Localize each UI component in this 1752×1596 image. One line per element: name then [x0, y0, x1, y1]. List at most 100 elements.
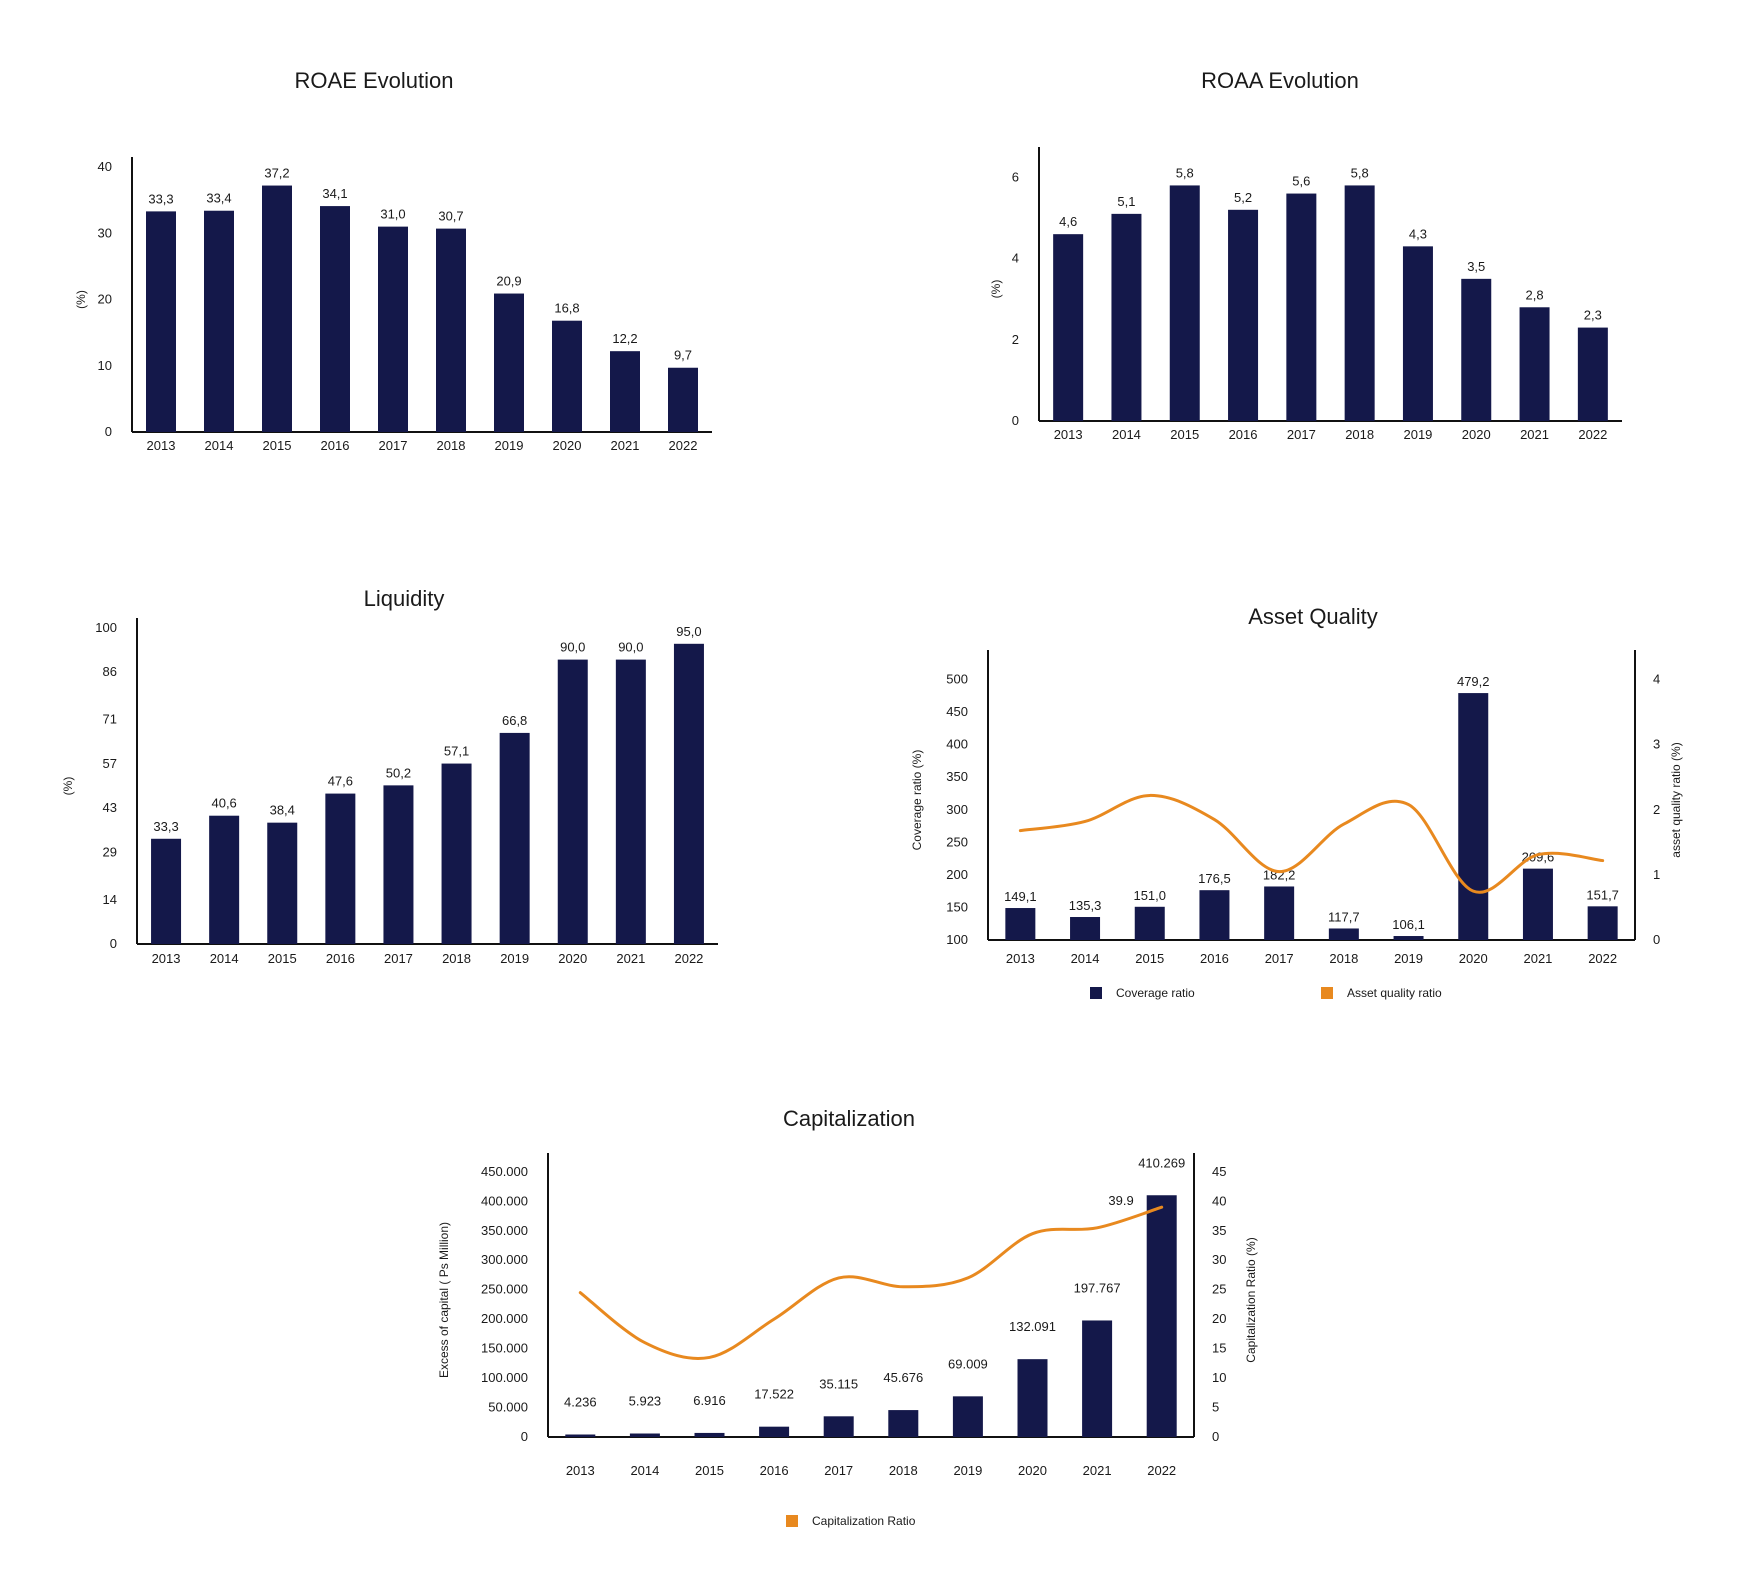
- asset-quality-data-label: 479,2: [1457, 674, 1490, 689]
- roae-ytick-label: 10: [98, 358, 112, 373]
- asset-quality-bar: [1134, 906, 1165, 940]
- liquidity-data-label: 47,6: [328, 774, 353, 789]
- asset-quality-ytick-label: 500: [946, 672, 968, 687]
- capitalization-title: Capitalization: [783, 1106, 915, 1131]
- asset-quality-bar: [1458, 693, 1489, 940]
- roaa-xtick-label: 2022: [1578, 427, 1607, 442]
- capitalization-data-label: 132.091: [1009, 1319, 1056, 1334]
- capitalization-bar: [694, 1432, 725, 1437]
- roaa-ytick-label: 6: [1012, 169, 1019, 184]
- capitalization-data-label: 69.009: [948, 1356, 988, 1371]
- roaa-bar: [1053, 234, 1084, 421]
- asset-quality-line-series: [1018, 793, 1605, 894]
- liquidity-bar: [209, 815, 240, 944]
- liquidity-xtick-label: 2022: [674, 951, 703, 966]
- liquidity-bar: [441, 763, 472, 944]
- roaa-xtick-label: 2015: [1170, 427, 1199, 442]
- roaa-bar: [1169, 185, 1200, 421]
- capitalization-xtick-label: 2022: [1147, 1463, 1176, 1478]
- liquidity-bar: [325, 793, 356, 944]
- roae-xtick-label: 2018: [437, 438, 466, 453]
- roae-xtick-label: 2019: [495, 438, 524, 453]
- asset-quality-bar: [1199, 890, 1230, 940]
- roaa-xtick-label: 2016: [1229, 427, 1258, 442]
- asset-quality-data-label: 151,7: [1586, 887, 1619, 902]
- liquidity-bar: [615, 659, 646, 944]
- asset-quality-chart: Asset Quality 100 150 200 250 300 350 400 450 500…: [910, 604, 1683, 1000]
- roae-bar: [552, 320, 582, 432]
- capitalization-bar: [888, 1410, 919, 1437]
- liquidity-data-label: 40,6: [211, 796, 236, 811]
- roaa-bar: [1461, 278, 1492, 421]
- asset-quality-y2tick-label: 4: [1653, 672, 1660, 687]
- roae-bar: [494, 293, 524, 432]
- asset-quality-bar: [1522, 868, 1553, 940]
- roae-data-label: 31,0: [380, 207, 405, 222]
- roae-data-label: 12,2: [612, 331, 637, 346]
- roae-bar: [320, 206, 350, 432]
- asset-quality-legend-label: Coverage ratio: [1116, 986, 1195, 1000]
- liquidity-xtick-label: 2021: [616, 951, 645, 966]
- asset-quality-data-label: 149,1: [1004, 889, 1037, 904]
- capitalization-y2tick-label: 35: [1212, 1223, 1226, 1238]
- roae-data-label: 30,7: [438, 209, 463, 224]
- asset-quality-bar: [1393, 936, 1424, 940]
- roae-data-label: 16,8: [554, 301, 579, 316]
- roaa-data-label: 2,3: [1584, 308, 1602, 323]
- capitalization-data-label: 197.767: [1074, 1280, 1121, 1295]
- capitalization-bar: [1017, 1359, 1048, 1437]
- roaa-bar: [1286, 193, 1317, 421]
- capitalization-xtick-label: 2015: [695, 1463, 724, 1478]
- capitalization-legend-label: Capitalization Ratio: [812, 1514, 916, 1528]
- asset-quality-bar: [1264, 886, 1295, 940]
- asset-quality-data-label: 151,0: [1133, 888, 1166, 903]
- capitalization-bar: [1082, 1320, 1113, 1437]
- capitalization-ytick-label: 150.000: [481, 1341, 528, 1356]
- asset-quality-ytick-label: 300: [946, 802, 968, 817]
- asset-quality-y2label: asset quality ratio (%): [1669, 742, 1683, 857]
- capitalization-y2label: Capitalization Ratio (%): [1244, 1237, 1258, 1362]
- roaa-chart: ROAA Evolution 0 2 4 6 (%) 2013 2014 2015 2016 201…: [989, 68, 1622, 442]
- asset-quality-y2tick-label: 1: [1653, 867, 1660, 882]
- capitalization-y2tick-label: 15: [1212, 1341, 1226, 1356]
- roaa-data-label: 5,8: [1176, 165, 1194, 180]
- capitalization-data-label: 4.236: [564, 1395, 597, 1410]
- roae-xtick-label: 2017: [379, 438, 408, 453]
- capitalization-bar: [952, 1396, 983, 1437]
- capitalization-ytick-label: 350.000: [481, 1223, 528, 1238]
- asset-quality-y2tick-label: 0: [1653, 932, 1660, 947]
- liquidity-xtick-label: 2016: [326, 951, 355, 966]
- asset-quality-ytick-label: 400: [946, 737, 968, 752]
- capitalization-y2tick-label: 10: [1212, 1370, 1226, 1385]
- capitalization-data-label: 5.923: [629, 1394, 662, 1409]
- roae-ytick-label: 40: [98, 159, 112, 174]
- asset-quality-legend-swatch: [1321, 987, 1333, 999]
- capitalization-data-label: 35.115: [819, 1376, 858, 1391]
- capitalization-xtick-label: 2014: [630, 1463, 659, 1478]
- asset-quality-xtick-label: 2019: [1394, 951, 1423, 966]
- asset-quality-xtick-label: 2018: [1329, 951, 1358, 966]
- asset-quality-bar: [1328, 928, 1359, 940]
- roaa-data-label: 5,8: [1351, 165, 1369, 180]
- asset-quality-data-label: 135,3: [1069, 898, 1102, 913]
- roaa-bar: [1111, 213, 1142, 421]
- liquidity-bar: [383, 785, 414, 944]
- capitalization-xtick-label: 2018: [889, 1463, 918, 1478]
- roae-data-label: 33,3: [148, 191, 173, 206]
- asset-quality-xtick-label: 2022: [1588, 951, 1617, 966]
- roaa-bar: [1228, 209, 1259, 421]
- liquidity-data-label: 33,3: [153, 819, 178, 834]
- capitalization-y2tick-label: 40: [1212, 1193, 1226, 1208]
- asset-quality-ytick-label: 200: [946, 867, 968, 882]
- asset-quality-legend-label: Asset quality ratio: [1347, 986, 1442, 1000]
- liquidity-bar: [673, 643, 704, 944]
- roae-bar: [378, 226, 408, 432]
- capitalization-ylabel: Excess of capital ( Ps Million): [437, 1222, 451, 1378]
- capitalization-data-label: 410.269: [1138, 1155, 1185, 1170]
- capitalization-y2tick-label: 30: [1212, 1252, 1226, 1267]
- roae-xtick-label: 2013: [147, 438, 176, 453]
- capitalization-xtick-label: 2021: [1083, 1463, 1112, 1478]
- roaa-data-label: 5,1: [1117, 194, 1135, 209]
- roae-bar: [204, 210, 234, 432]
